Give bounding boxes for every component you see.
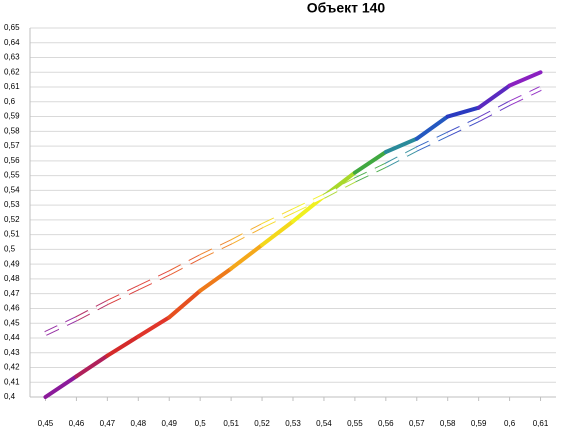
y-tick-label: 0,63 [4, 53, 20, 62]
x-tick-label: 0,49 [161, 419, 177, 428]
y-tick-label: 0,45 [4, 318, 20, 327]
y-tick-label: 0,41 [4, 377, 20, 386]
dashed-segment-inner [477, 101, 511, 121]
dashed-segment-inner [508, 87, 542, 105]
y-tick-label: 0,4 [4, 392, 16, 401]
x-tick-label: 0,58 [440, 419, 456, 428]
dashed-segment-inner [230, 224, 263, 244]
x-tick-label: 0,46 [69, 419, 85, 428]
y-tick-label: 0,46 [4, 304, 20, 313]
y-tick-label: 0,48 [4, 274, 20, 283]
x-tick-label: 0,48 [131, 419, 147, 428]
dashed-segment-inner [354, 163, 387, 182]
x-tick-label: 0,59 [471, 419, 487, 428]
y-tick-label: 0,52 [4, 215, 20, 224]
y-tick-label: 0,56 [4, 156, 20, 165]
chart-title: Объект 140 [307, 0, 386, 16]
line-segment [414, 114, 450, 141]
line-segment [105, 334, 141, 358]
x-tick-label: 0,51 [223, 419, 239, 428]
x-tick-label: 0,45 [38, 419, 54, 428]
line-segment [198, 266, 234, 293]
y-tick-label: 0,55 [4, 171, 20, 180]
y-tick-label: 0,6 [4, 97, 16, 106]
x-tick-label: 0,5 [195, 419, 207, 428]
y-tick-label: 0,51 [4, 230, 20, 239]
x-tick-label: 0,56 [378, 419, 394, 428]
y-tick-label: 0,53 [4, 200, 20, 209]
line-segment [352, 149, 388, 175]
line-segment [229, 242, 265, 271]
y-tick-label: 0,64 [4, 38, 20, 47]
y-tick-label: 0,43 [4, 348, 20, 357]
line-segment [43, 374, 79, 399]
x-tick-label: 0,61 [533, 419, 549, 428]
y-tick-label: 0,44 [4, 333, 20, 342]
line-segment [445, 105, 481, 119]
x-tick-label: 0,53 [285, 419, 301, 428]
line-segment [507, 70, 543, 88]
dashed-segment-inner [447, 118, 480, 136]
line-segment [476, 83, 512, 110]
line-segment [383, 136, 419, 154]
dashed-segment-inner [323, 178, 356, 198]
dashed-segment-inner [199, 240, 232, 259]
y-tick-label: 0,49 [4, 259, 20, 268]
x-tick-label: 0,54 [316, 419, 332, 428]
line-segment [260, 219, 295, 247]
y-tick-label: 0,62 [4, 67, 20, 76]
dashed-segment-inner [137, 271, 170, 290]
x-tick-label: 0,6 [504, 419, 516, 428]
dashed-segment-inner [75, 301, 109, 321]
x-tick-label: 0,52 [254, 419, 270, 428]
line-segment [167, 288, 203, 320]
x-tick-label: 0,57 [409, 419, 425, 428]
y-tick-label: 0,5 [4, 245, 16, 254]
dashed-segment-inner [292, 194, 325, 213]
y-tick-label: 0,61 [4, 82, 20, 91]
y-tick-label: 0,57 [4, 141, 20, 150]
x-tick-label: 0,47 [100, 419, 116, 428]
y-tick-label: 0,58 [4, 126, 20, 135]
y-tick-label: 0,42 [4, 363, 20, 372]
dashed-segment-inner [416, 132, 449, 151]
y-tick-label: 0,65 [4, 23, 20, 32]
y-tick-label: 0,47 [4, 289, 20, 298]
y-tick-label: 0,54 [4, 185, 20, 194]
x-tick-label: 0,55 [347, 419, 363, 428]
dashed-segment-inner [385, 147, 418, 167]
dashed-segment-inner [261, 209, 294, 228]
line-segment [136, 315, 172, 339]
line-segment [74, 353, 110, 379]
dashed-segment-inner [44, 317, 78, 335]
y-tick-label: 0,59 [4, 112, 20, 121]
dashed-segment-inner [106, 286, 139, 304]
dashed-segment-inner [168, 255, 201, 275]
